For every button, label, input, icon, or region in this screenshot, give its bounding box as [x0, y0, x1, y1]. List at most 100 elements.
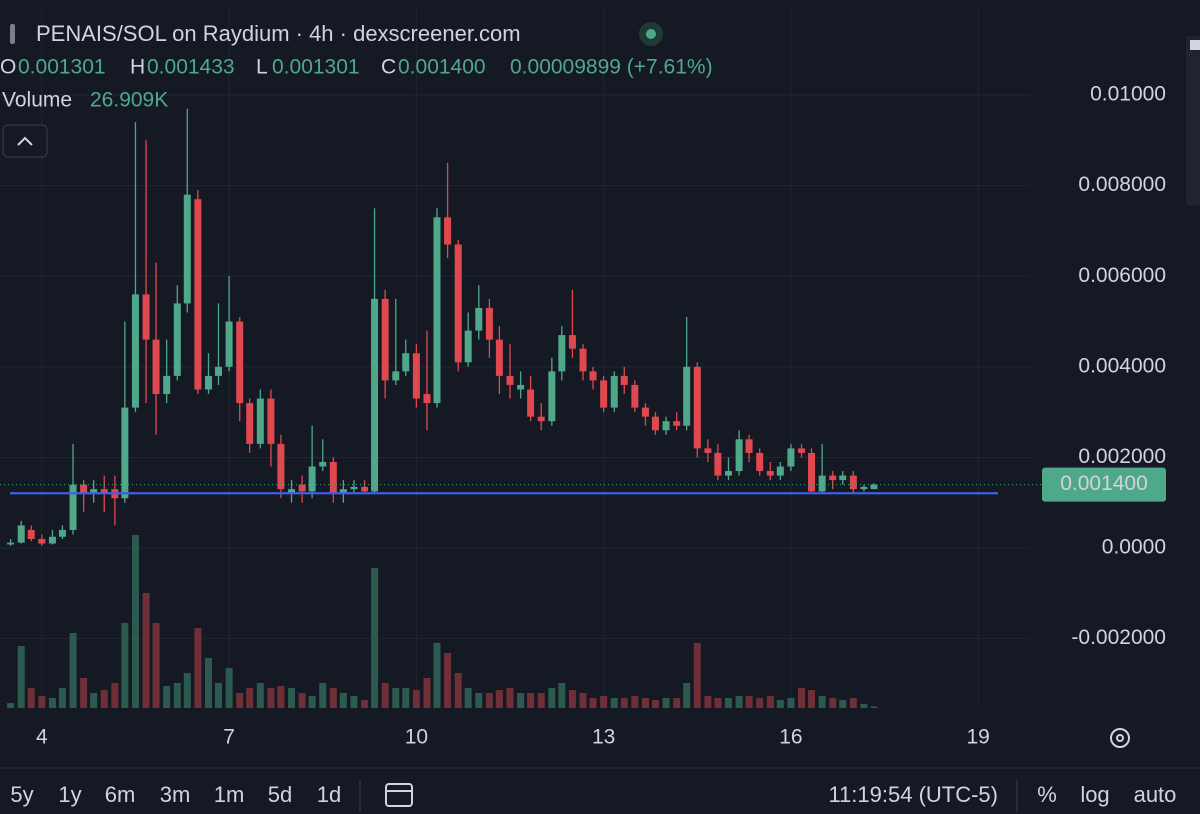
range-button[interactable]: 3m	[160, 782, 191, 807]
scale-option[interactable]: auto	[1134, 782, 1177, 807]
candle-body	[517, 384, 525, 390]
volume-bar	[631, 696, 639, 708]
volume-bar	[600, 696, 608, 708]
candle-body	[392, 371, 400, 381]
volume-bar	[651, 700, 659, 708]
volume-bar	[568, 690, 576, 708]
last-price-badge	[1042, 467, 1166, 502]
collapse-button[interactable]	[2, 124, 48, 158]
candle-body	[277, 443, 285, 490]
side-panel-edge	[1186, 36, 1200, 206]
volume-bar	[766, 696, 774, 708]
y-tick-label: 0.004000	[1078, 354, 1166, 377]
volume-bar	[610, 698, 618, 708]
candle-body	[829, 475, 837, 481]
volume-bar	[485, 693, 493, 708]
volume-bar	[225, 668, 233, 708]
volume-bar	[204, 658, 212, 708]
range-button[interactable]: 1y	[58, 782, 81, 807]
volume-bar	[90, 693, 98, 708]
candle-body	[849, 475, 857, 490]
candle-body	[225, 321, 233, 367]
candle-body	[236, 321, 244, 404]
volume-bar	[246, 688, 254, 708]
last-price-label: 0.001400	[1060, 472, 1148, 495]
volume-bar	[641, 698, 649, 708]
clock: 11:19:54 (UTC-5)	[828, 782, 998, 807]
volume-bar	[693, 643, 701, 708]
calendar-icon[interactable]	[385, 783, 413, 807]
volume-bar	[173, 683, 181, 708]
change: 0.00009899 (+7.61%)	[510, 56, 713, 79]
candle-body	[48, 536, 56, 544]
range-button[interactable]: 6m	[105, 782, 136, 807]
volume-bar	[381, 683, 389, 708]
candle-body	[7, 542, 15, 545]
plot	[0, 8, 1042, 708]
y-tick-label: 0.002000	[1078, 445, 1166, 468]
candle-body	[371, 298, 379, 492]
volume-bar	[163, 686, 171, 708]
volume-bar	[48, 698, 56, 708]
volume-bar	[454, 673, 462, 708]
scale-option[interactable]: log	[1080, 782, 1109, 807]
ohlc-legend: O 0.001301 H 0.001433 L 0.001301 C 0.001…	[0, 56, 713, 112]
ohlc-value: 0.001301	[272, 56, 360, 79]
volume-bar	[69, 633, 77, 708]
candle-body	[27, 529, 35, 540]
candle-body	[600, 380, 608, 408]
ohlc-value: 0.001301	[18, 56, 106, 79]
candle-body	[673, 421, 681, 426]
candle-body	[69, 484, 77, 530]
candle-body	[412, 353, 420, 399]
candle-body	[194, 199, 202, 390]
x-tick-label: 4	[36, 726, 48, 749]
candle-body	[444, 217, 452, 245]
volume-bar	[288, 688, 296, 708]
volume-bar	[17, 646, 25, 708]
candle-body	[246, 403, 254, 444]
ohlc-value: 0.001400	[398, 56, 486, 79]
volume-bar	[776, 700, 784, 708]
volume-bar	[256, 683, 264, 708]
volume-bar	[714, 698, 722, 708]
volume-bar	[142, 593, 150, 708]
ohlc-key: C	[381, 56, 396, 79]
volume-bar	[548, 688, 556, 708]
chart-title: PENAIS/SOL on Raydium · 4h · dexscreener…	[36, 21, 521, 46]
volume-bar	[7, 703, 15, 708]
volume-bar	[849, 698, 857, 708]
candle-body	[579, 348, 587, 372]
range-button[interactable]: 1d	[317, 782, 341, 807]
candle-body	[173, 303, 181, 376]
volume-bar	[100, 690, 108, 708]
volume-bar	[464, 688, 472, 708]
candle-body	[735, 439, 743, 472]
ohlc-key: L	[256, 56, 268, 79]
candle-body	[589, 371, 597, 381]
candle-body	[745, 439, 753, 453]
range-button[interactable]: 5d	[268, 782, 292, 807]
range-button[interactable]: 1m	[214, 782, 245, 807]
volume-bar	[787, 698, 795, 708]
volume-label: Volume	[2, 89, 72, 112]
candle-body	[17, 525, 25, 543]
range-button[interactable]: 5y	[10, 782, 33, 807]
candle-body	[454, 244, 462, 363]
candle-body	[610, 375, 618, 408]
candle-body	[527, 389, 535, 417]
volume-bar	[194, 628, 202, 708]
volume-bar	[839, 700, 847, 708]
y-tick-label: 0.01000	[1090, 83, 1166, 106]
volume-bar	[131, 535, 139, 708]
candle-body	[329, 461, 337, 494]
candle-body	[860, 486, 868, 490]
candle-body	[495, 339, 503, 376]
volume-bar	[870, 706, 878, 708]
scale-option[interactable]: %	[1037, 782, 1057, 807]
candle-body	[870, 484, 878, 490]
volume-bar	[433, 643, 441, 708]
volume-bar	[683, 683, 691, 708]
settings-icon[interactable]	[1110, 728, 1130, 748]
volume-bar	[860, 704, 868, 708]
